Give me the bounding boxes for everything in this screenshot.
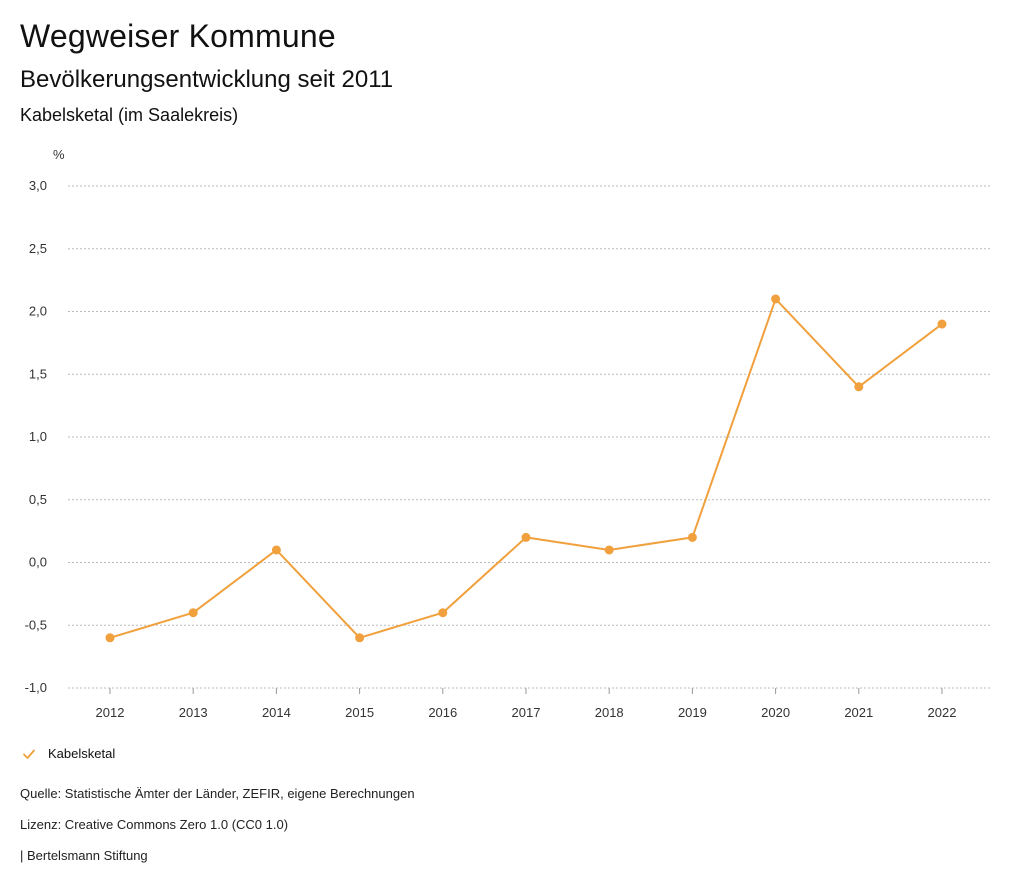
y-tick-label: -0,5	[25, 617, 47, 632]
legend-item-kabelsketal[interactable]: Kabelsketal	[22, 744, 115, 764]
y-tick-label: 2,5	[29, 241, 47, 256]
data-point-2020[interactable]	[771, 294, 781, 304]
source-note: Quelle: Statistische Ämter der Länder, Z…	[20, 786, 415, 801]
brand-note: | Bertelsmann Stiftung	[20, 848, 148, 863]
chart-subtitle: Bevölkerungsentwicklung seit 2011	[20, 66, 394, 93]
line-chart: % 3,0 2,5 2,0 1,5 1,0 0,5 0,0 -0,5 -1,0 2012 2013…	[25, 147, 990, 720]
x-tick-label: 2020	[761, 705, 790, 720]
checkmark-icon	[23, 749, 35, 759]
data-point-2017[interactable]	[521, 532, 531, 542]
series-kabelsketal[interactable]	[105, 294, 947, 643]
y-tick-label: 3,0	[29, 178, 47, 193]
data-point-2016[interactable]	[438, 608, 448, 618]
series-line	[109, 297, 943, 639]
y-axis-ticks: 3,0 2,5 2,0 1,5 1,0 0,5 0,0 -0,5 -1,0	[25, 178, 47, 695]
y-tick-label: 1,0	[29, 429, 47, 444]
data-point-2014[interactable]	[271, 545, 281, 555]
x-tick-label: 2017	[512, 705, 541, 720]
y-tick-label: -1,0	[25, 680, 47, 695]
license-note: Lizenz: Creative Commons Zero 1.0 (CC0 1…	[20, 817, 289, 832]
x-tick-label: 2012	[96, 705, 125, 720]
x-tick-label: 2014	[262, 705, 291, 720]
y-tick-label: 2,0	[29, 304, 47, 319]
x-tick-label: 2016	[428, 705, 457, 720]
legend-label: Kabelsketal	[48, 746, 116, 761]
x-axis-ticks: 2012 2013 2014 2015 2016 2017 2018 2019 2020 2021…	[96, 688, 957, 720]
data-point-2013[interactable]	[188, 608, 198, 618]
data-point-2019[interactable]	[687, 532, 697, 542]
y-tick-label: 0,5	[29, 492, 47, 507]
x-tick-label: 2021	[844, 705, 873, 720]
x-tick-label: 2019	[678, 705, 707, 720]
y-axis-unit-label: %	[53, 147, 65, 162]
grid-lines	[68, 185, 990, 689]
page-title: Wegweiser Kommune	[20, 18, 336, 54]
y-tick-label: 0,0	[29, 555, 47, 570]
y-tick-label: 1,5	[29, 366, 47, 381]
data-point-2015[interactable]	[355, 633, 365, 643]
x-tick-label: 2013	[179, 705, 208, 720]
data-point-2012[interactable]	[105, 633, 115, 643]
x-tick-label: 2022	[928, 705, 957, 720]
region-label: Kabelsketal (im Saalekreis)	[20, 105, 239, 125]
x-tick-label: 2018	[595, 705, 624, 720]
x-tick-label: 2015	[345, 705, 374, 720]
data-point-2021[interactable]	[854, 382, 864, 392]
data-point-2022[interactable]	[937, 319, 947, 329]
data-point-2018[interactable]	[604, 545, 614, 555]
